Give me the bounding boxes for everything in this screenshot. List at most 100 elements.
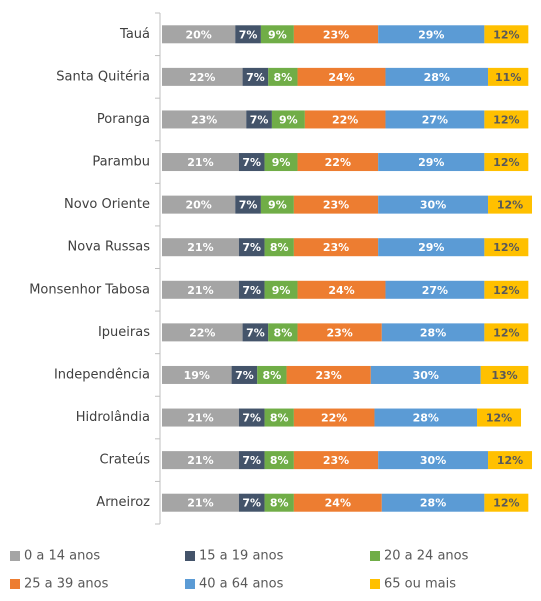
data-label: 7% xyxy=(239,199,258,212)
data-label: 30% xyxy=(420,454,446,467)
data-label: 23% xyxy=(323,454,349,467)
legend-label: 25 a 39 anos xyxy=(24,577,109,592)
data-label: 8% xyxy=(274,71,293,84)
bar-segment xyxy=(264,153,298,172)
data-label: 12% xyxy=(486,412,512,425)
data-label: 12% xyxy=(493,28,519,41)
data-label: 12% xyxy=(493,497,519,510)
data-label: 30% xyxy=(420,199,446,212)
bar-segment xyxy=(242,67,269,86)
data-label: 27% xyxy=(422,113,448,126)
data-label: 7% xyxy=(242,284,261,297)
bar-segment xyxy=(268,323,298,342)
bar-segment xyxy=(162,238,239,257)
data-label: 7% xyxy=(242,454,261,467)
bar-segment xyxy=(238,493,265,512)
bar-segment xyxy=(385,67,489,86)
bar-segment xyxy=(477,408,522,427)
bar-segment xyxy=(264,238,294,257)
data-label: 22% xyxy=(325,156,351,169)
bar-segment xyxy=(242,323,269,342)
legend-label: 0 a 14 anos xyxy=(24,549,100,564)
bar-segment xyxy=(235,25,261,44)
data-label: 23% xyxy=(323,28,349,41)
bar-segment xyxy=(293,408,375,427)
data-label: 28% xyxy=(424,71,450,84)
data-label: 29% xyxy=(418,28,444,41)
data-label: 21% xyxy=(187,156,213,169)
data-label: 9% xyxy=(272,156,291,169)
data-label: 7% xyxy=(239,28,258,41)
bar-segment xyxy=(246,110,272,129)
data-label: 12% xyxy=(493,284,519,297)
bar-segment xyxy=(238,280,265,299)
data-label: 22% xyxy=(189,326,215,339)
data-label: 23% xyxy=(323,199,349,212)
bar-segment xyxy=(484,323,529,342)
data-label: 22% xyxy=(321,412,347,425)
category-label: Parambu xyxy=(92,155,150,170)
legend-label: 20 a 24 anos xyxy=(384,549,469,564)
bar-segment xyxy=(378,195,489,214)
bar-segment xyxy=(488,195,532,214)
category-label: Crateús xyxy=(100,453,151,468)
bar-segment xyxy=(264,451,294,470)
bar-segment xyxy=(484,110,529,129)
data-label: 9% xyxy=(279,113,298,126)
bar-segment xyxy=(293,25,379,44)
data-label: 12% xyxy=(497,454,523,467)
bar-segment xyxy=(370,365,481,384)
legend-label: 65 ou mais xyxy=(384,577,456,592)
data-label: 8% xyxy=(270,412,289,425)
bar-segment xyxy=(378,153,485,172)
category-label: Novo Oriente xyxy=(64,197,150,212)
data-label: 23% xyxy=(316,369,342,382)
bar-segment xyxy=(374,408,478,427)
data-label: 7% xyxy=(246,71,265,84)
bar-segment xyxy=(297,323,382,342)
bar-segment xyxy=(297,67,386,86)
data-label: 21% xyxy=(187,497,213,510)
data-label: 29% xyxy=(418,156,444,169)
data-label: 7% xyxy=(250,113,269,126)
legend-swatch xyxy=(185,579,195,589)
data-label: 28% xyxy=(413,412,439,425)
data-label: 30% xyxy=(413,369,439,382)
bar-segment xyxy=(286,365,371,384)
data-label: 7% xyxy=(242,497,261,510)
data-label: 12% xyxy=(493,326,519,339)
bar-segment xyxy=(162,67,243,86)
data-label: 23% xyxy=(323,241,349,254)
category-label: Ipueiras xyxy=(98,325,150,340)
legend-swatch xyxy=(185,551,195,561)
bar-segment xyxy=(378,25,485,44)
data-label: 9% xyxy=(268,199,287,212)
data-label: 12% xyxy=(493,241,519,254)
data-label: 12% xyxy=(493,156,519,169)
data-label: 22% xyxy=(332,113,358,126)
data-label: 20% xyxy=(185,199,211,212)
bar-segment xyxy=(488,67,529,86)
bar-segment xyxy=(484,153,529,172)
bar-segment xyxy=(162,280,239,299)
data-label: 7% xyxy=(235,369,254,382)
bar-segment xyxy=(378,238,485,257)
data-label: 21% xyxy=(187,412,213,425)
data-label: 8% xyxy=(270,497,289,510)
bar-segment xyxy=(162,110,247,129)
data-label: 9% xyxy=(268,28,287,41)
data-label: 19% xyxy=(184,369,210,382)
category-label: Monsenhor Tabosa xyxy=(29,282,150,297)
bar-segment xyxy=(484,280,529,299)
bar-segment xyxy=(162,365,232,384)
bar-segment xyxy=(238,408,265,427)
data-label: 21% xyxy=(187,241,213,254)
bar-segment xyxy=(264,280,298,299)
bar-segment xyxy=(162,493,239,512)
bar-segment xyxy=(162,323,243,342)
bar-segment xyxy=(271,110,305,129)
bar-segment xyxy=(231,365,258,384)
bar-segment xyxy=(293,451,379,470)
bar-segment xyxy=(297,153,379,172)
bar-segment xyxy=(260,25,294,44)
